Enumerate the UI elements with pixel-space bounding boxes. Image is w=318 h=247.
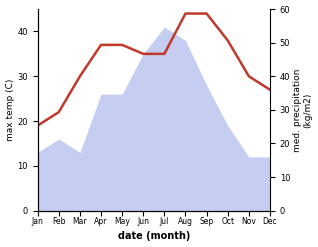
Y-axis label: max temp (C): max temp (C)	[5, 79, 15, 141]
X-axis label: date (month): date (month)	[118, 231, 190, 242]
Y-axis label: med. precipitation
(kg/m2): med. precipitation (kg/m2)	[293, 68, 313, 152]
